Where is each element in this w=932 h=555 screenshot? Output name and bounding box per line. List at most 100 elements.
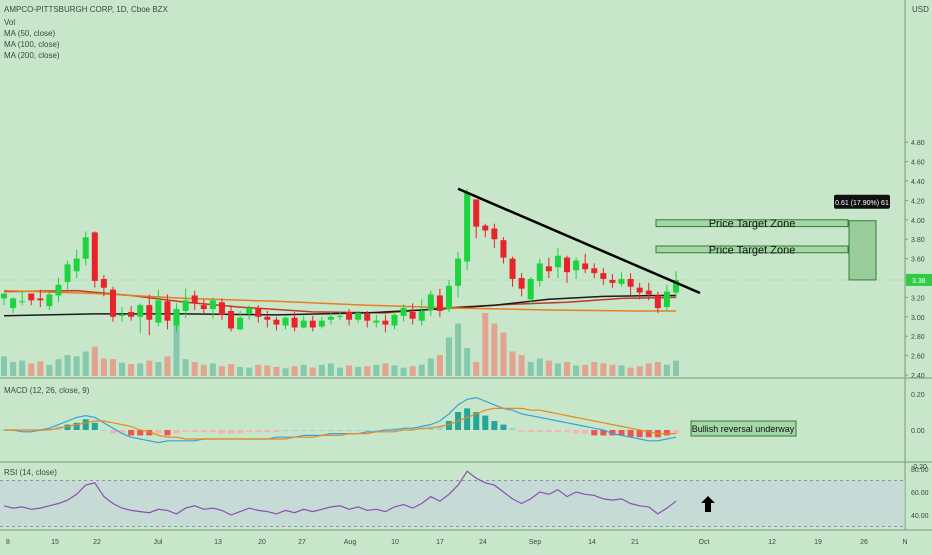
volume-bar	[418, 364, 425, 376]
candle-body	[554, 255, 561, 268]
macd-histogram-bar	[218, 430, 225, 434]
macd-histogram-bar	[318, 430, 325, 431]
volume-bar	[191, 362, 198, 376]
volume-bar	[482, 313, 489, 376]
volume-bar	[46, 364, 53, 376]
candle-body	[482, 225, 489, 231]
macd-histogram-bar	[300, 430, 307, 431]
candle-body	[455, 258, 462, 286]
time-tick-label: 8	[6, 539, 10, 546]
candle-body	[582, 263, 589, 270]
candle-body	[427, 294, 434, 311]
volume-bar	[609, 364, 616, 376]
macd-histogram-bar	[482, 415, 489, 430]
macd-histogram-bar	[527, 430, 534, 432]
candle-body	[19, 301, 26, 303]
currency-label: USD	[912, 5, 929, 14]
volume-bar	[318, 364, 325, 376]
candle-body	[391, 314, 398, 326]
volume-bar	[545, 360, 552, 376]
macd-histogram-bar	[573, 430, 580, 434]
candle-body	[364, 313, 371, 321]
target-zone-label: Price Target Zone	[709, 218, 796, 230]
candle-body	[663, 291, 670, 308]
volume-bar	[436, 355, 443, 376]
candle-body	[100, 278, 107, 288]
candle-body	[355, 312, 362, 320]
volume-bar	[663, 364, 670, 376]
indicator-ma100-label[interactable]: MA (100, close)	[4, 40, 60, 49]
macd-histogram-bar	[636, 430, 643, 438]
candle-body	[28, 293, 35, 301]
candle-body	[591, 268, 598, 274]
macd-histogram-bar	[400, 428, 407, 430]
volume-bar	[600, 363, 607, 376]
candle-body	[464, 192, 471, 262]
candle-body	[545, 266, 552, 272]
candle-body	[346, 311, 353, 320]
candle-body	[337, 315, 343, 317]
candle-body	[400, 308, 407, 316]
volume-bar	[518, 355, 525, 376]
volume-bar	[64, 355, 71, 376]
macd-histogram-bar	[228, 430, 235, 434]
volume-bar	[527, 362, 534, 376]
candle-body	[91, 232, 98, 281]
candle-body	[273, 319, 280, 325]
last-price-tag	[906, 273, 932, 286]
volume-bar	[119, 362, 126, 376]
macd-label[interactable]: MACD (12, 26, close, 9)	[4, 386, 90, 395]
macd-histogram-bar	[246, 430, 253, 432]
macd-histogram-bar	[673, 430, 679, 434]
candle-body	[409, 311, 416, 319]
macd-histogram-bar	[464, 408, 471, 430]
macd-histogram-bar	[209, 430, 216, 432]
candle-body	[654, 295, 661, 309]
indicator-ma50-label[interactable]: MA (50, close)	[4, 29, 56, 38]
volume-bar	[173, 309, 180, 376]
candle-body	[673, 279, 679, 293]
volume-bar	[291, 366, 298, 376]
macd-histogram-bar	[64, 424, 71, 430]
time-tick-label: 19	[814, 539, 822, 546]
volume-bar	[373, 364, 380, 376]
macd-histogram-bar	[146, 430, 153, 436]
candle-body	[500, 240, 507, 258]
symbol-title[interactable]: AMPCO-PITTSBURGH CORP, 1D, Cboe BZX	[4, 5, 168, 14]
macd-histogram-bar	[445, 421, 452, 430]
price-tick-label: 2.40	[911, 373, 925, 380]
candle-body	[600, 273, 607, 279]
volume-bar	[618, 365, 625, 376]
volume-bar	[155, 362, 162, 376]
rsi-label[interactable]: RSI (14, close)	[4, 468, 57, 477]
candle-body	[300, 320, 307, 328]
candle-body	[155, 300, 162, 323]
macd-histogram-bar	[46, 428, 53, 430]
indicator-vol-label[interactable]: Vol	[4, 18, 16, 27]
macd-histogram-bar	[663, 430, 670, 436]
volume-bar	[128, 364, 135, 376]
volume-bar	[1, 356, 7, 376]
volume-bar	[10, 362, 17, 376]
volume-bar	[337, 367, 343, 376]
indicator-ma200-label[interactable]: MA (200, close)	[4, 51, 60, 60]
time-tick-label: 20	[258, 539, 266, 546]
macd-histogram-bar	[600, 430, 607, 436]
macd-histogram-bar	[100, 430, 107, 431]
macd-histogram-bar	[391, 428, 398, 430]
macd-histogram-bar	[564, 430, 571, 432]
volume-bar	[137, 363, 144, 376]
candle-body	[55, 284, 62, 296]
time-tick-label: 17	[436, 539, 444, 546]
macd-histogram-bar	[355, 430, 362, 431]
volume-bar	[91, 346, 98, 376]
candle-body	[373, 320, 380, 323]
volume-bar	[491, 323, 498, 376]
macd-histogram-bar	[273, 430, 280, 432]
volume-bar	[445, 337, 452, 376]
candle-body	[209, 300, 216, 310]
volume-bar	[37, 361, 44, 376]
macd-tick-label: -0.20	[911, 464, 927, 471]
